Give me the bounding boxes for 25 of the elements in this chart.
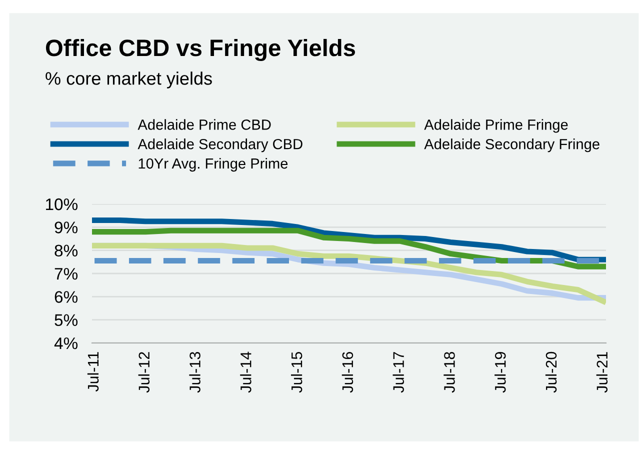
x-tick-label: Jul-21	[596, 352, 608, 393]
x-tick-label: Jul-12	[138, 352, 150, 393]
y-tick-label: 6%	[54, 291, 78, 303]
chart-subtitle: % core market yields	[46, 72, 212, 88]
x-tick-label: Jul-20	[545, 352, 557, 393]
x-tick-label: Jul-11	[87, 352, 99, 392]
chart-title: Office CBD vs Fringe Yields	[46, 38, 356, 62]
y-tick-label: 5%	[54, 314, 78, 326]
x-tick-label: Jul-16	[342, 352, 354, 393]
x-tick-label: Jul-14	[240, 352, 252, 393]
legend-label: Adelaide Secondary CBD	[138, 138, 302, 152]
legend-label: Adelaide Prime Fringe	[424, 119, 568, 133]
legend-label: Adelaide Secondary Fringe	[424, 138, 600, 152]
y-tick-label: 8%	[54, 244, 78, 257]
y-tick-label: 7%	[54, 268, 78, 280]
y-tick-label: 9%	[54, 222, 78, 234]
legend-label: 10Yr Avg. Fringe Prime	[138, 158, 288, 172]
y-tick-label: 10%	[46, 198, 78, 210]
legend-label: Adelaide Prime CBD	[138, 119, 271, 130]
x-tick-label: Jul-19	[494, 352, 506, 393]
x-tick-label: Jul-15	[290, 352, 302, 393]
x-tick-label: Jul-17	[392, 352, 404, 393]
y-tick-label: 4%	[54, 337, 78, 350]
x-tick-label: Jul-13	[189, 352, 200, 393]
x-tick-label: Jul-18	[444, 352, 455, 393]
